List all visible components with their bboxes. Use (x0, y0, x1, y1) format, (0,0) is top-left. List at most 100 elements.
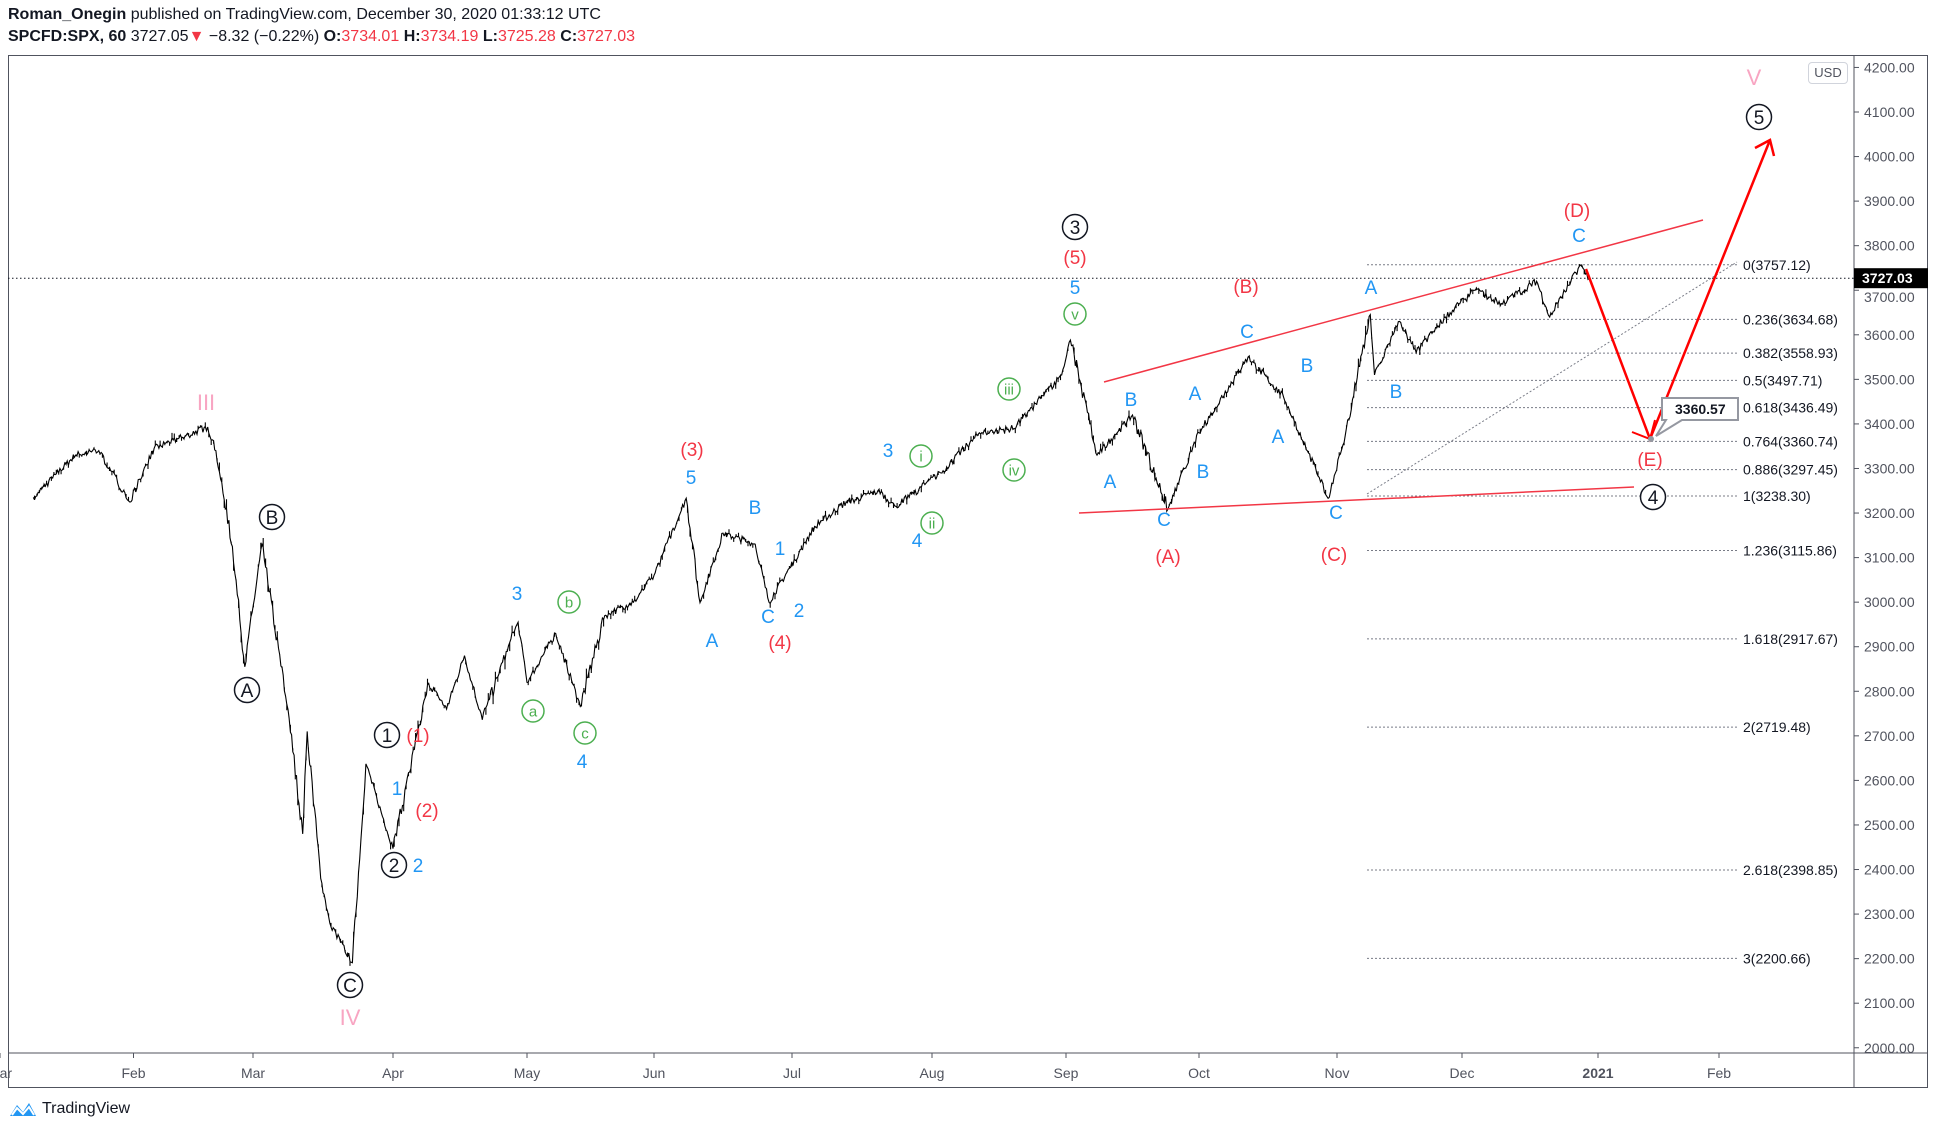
wave-label: 3 (1070, 218, 1081, 239)
projection-path (1584, 139, 1772, 443)
wave-label-circle (1063, 302, 1087, 326)
y-tick-label: 2700.00 (1864, 728, 1915, 744)
wave-label-circle (1061, 213, 1089, 241)
target-point (1648, 436, 1654, 442)
wave-label: i (919, 448, 922, 465)
currency-button[interactable]: USD (1808, 62, 1848, 84)
wave-label: 3 (512, 584, 523, 605)
symbol-legend: SPCFD:SPX, 60 3727.05▼ −8.32 (−0.22%) O:… (8, 28, 635, 46)
wave-label-circle (258, 503, 286, 531)
fib-level-label: 1.618(2917.67) (1743, 631, 1838, 647)
wave-label: C (1157, 510, 1171, 531)
last-price: 3727.05 (130, 28, 189, 45)
fib-level-label: 0.618(3436.49) (1743, 400, 1838, 416)
publish-text: published on TradingView.com, December 3… (130, 6, 601, 23)
wave-label: A (1189, 384, 1202, 405)
y-tick-label: 3100.00 (1864, 550, 1915, 566)
x-tick-label: Aug (920, 1065, 945, 1081)
y-tick-label: 3500.00 (1864, 371, 1915, 387)
fib-trend-line (1366, 261, 1738, 495)
x-tick-label: Jul (783, 1065, 801, 1081)
wave-label-circle (920, 511, 944, 535)
y-tick-label: 3400.00 (1864, 416, 1915, 432)
footer-brand: TradingView (8, 1100, 130, 1118)
x-tick-label: Feb (121, 1065, 145, 1081)
low-value: 3725.28 (497, 28, 556, 45)
low-label: L: (482, 28, 498, 45)
wave-label: B (1301, 356, 1314, 377)
open-label: O: (323, 28, 342, 45)
wave-label-circle (909, 444, 933, 468)
target-callout-box (1655, 397, 1739, 437)
wave-label: (4) (768, 633, 791, 654)
fib-level-label: 1(3238.30) (1743, 488, 1811, 504)
wave-label: (2) (415, 801, 438, 822)
wave-label: A (1104, 472, 1117, 493)
wave-label: C (1572, 226, 1586, 247)
close-label: C: (560, 28, 578, 45)
wave-label: B (749, 498, 762, 519)
wave-label-circle (233, 676, 261, 704)
wave-label: 2 (413, 856, 424, 877)
y-tick-label: 2200.00 (1864, 951, 1915, 967)
y-tick-label: 2300.00 (1864, 906, 1915, 922)
wave-label: 1 (382, 726, 393, 747)
wave-label: (1) (406, 726, 429, 747)
brand-name: TradingView (42, 1100, 131, 1117)
y-tick-label: 2900.00 (1864, 639, 1915, 655)
fib-level-label: 2(2719.48) (1743, 719, 1811, 735)
y-tick-label: 4100.00 (1864, 104, 1915, 120)
wave-label: A (1365, 278, 1378, 299)
x-tick-label: Mar (241, 1065, 265, 1081)
wave-label: (C) (1321, 545, 1347, 566)
y-tick-label: 2100.00 (1864, 995, 1915, 1011)
x-tick-label: Mar (0, 1065, 12, 1081)
wave-label: 2 (389, 856, 400, 877)
wave-label: c (581, 725, 589, 742)
wave-label: A (706, 631, 719, 652)
wave-label: 5 (686, 468, 697, 489)
x-tick-label: Apr (382, 1065, 404, 1081)
wave-label: 4 (577, 752, 588, 773)
wave-label-circle (1639, 483, 1667, 511)
y-tick-label: 3300.00 (1864, 460, 1915, 476)
x-tick-label: Oct (1188, 1065, 1210, 1081)
wave-label-circle (380, 851, 408, 879)
high-label: H: (403, 28, 421, 45)
fib-level-label: 3(2200.66) (1743, 950, 1811, 966)
wave-label-circle (1745, 103, 1773, 131)
author-name[interactable]: Roman_Onegin (8, 6, 127, 23)
y-tick-label: 2500.00 (1864, 817, 1915, 833)
y-tick-label: 3200.00 (1864, 505, 1915, 521)
y-tick-label: 3700.00 (1864, 289, 1915, 305)
wave-label: (5) (1063, 248, 1086, 269)
chart-frame[interactable] (8, 55, 1928, 1088)
wave-label: B (1197, 462, 1210, 483)
fib-level-label: 0(3757.12) (1743, 257, 1811, 273)
wave-label-circle (1002, 458, 1026, 482)
wave-label-circle (336, 971, 364, 999)
wave-label: 5 (1070, 278, 1081, 299)
wave-label: 2 (794, 601, 805, 622)
triangle-upper-trendline (1103, 219, 1704, 383)
y-tick-label: 2400.00 (1864, 862, 1915, 878)
wave-label: iv (1009, 462, 1020, 479)
y-tick-label: 3800.00 (1864, 238, 1915, 254)
triangle-lower-trendline (1078, 486, 1635, 514)
wave-label-circle (557, 590, 581, 614)
symbol-name[interactable]: SPCFD:SPX, 60 (8, 28, 127, 45)
y-tick-label: 4000.00 (1864, 149, 1915, 165)
y-tick-label: 3000.00 (1864, 594, 1915, 610)
wave-label: 3 (883, 441, 894, 462)
wave-label: B (266, 508, 279, 529)
x-tick-label: Dec (1450, 1065, 1475, 1081)
price-series-line (32, 264, 1590, 966)
close-value: 3727.03 (577, 28, 636, 45)
x-tick-label: Feb (1707, 1065, 1731, 1081)
wave-label: (D) (1564, 201, 1590, 222)
price-change: −8.32 (−0.22%) (208, 28, 320, 45)
wave-label: 5 (1754, 108, 1765, 129)
y-tick-label: 2000.00 (1864, 1040, 1915, 1056)
target-callout-label: 3360.57 (1675, 401, 1726, 417)
